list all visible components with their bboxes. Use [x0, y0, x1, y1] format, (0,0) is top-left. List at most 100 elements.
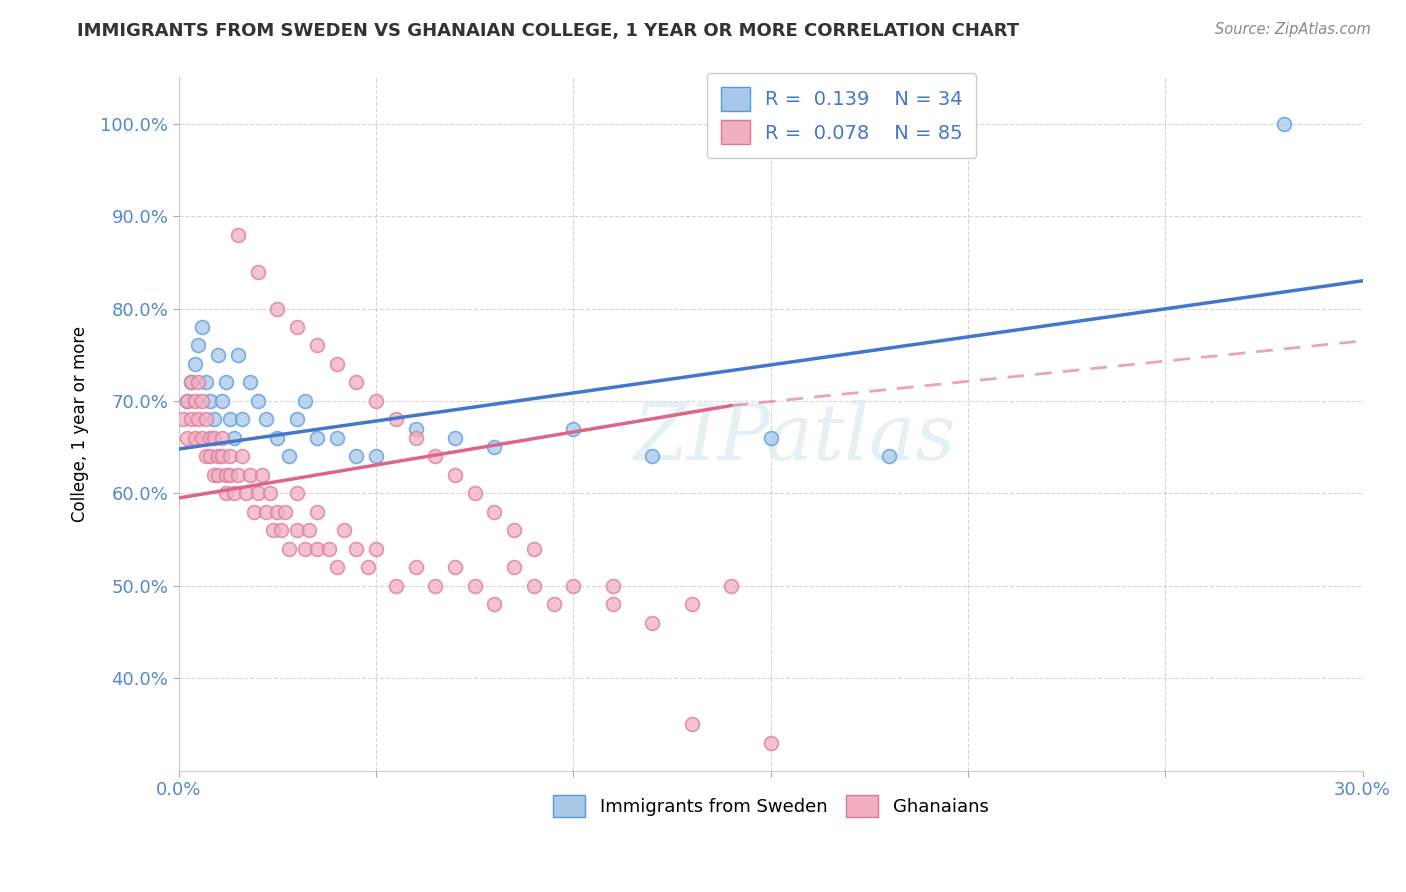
Point [523, 541, 546, 556]
Point [270, 524, 292, 538]
Point [195, 450, 218, 464]
Point [202, 431, 225, 445]
Point [464, 486, 486, 500]
Point [305, 338, 328, 352]
Point [318, 541, 340, 556]
Point [222, 431, 245, 445]
Point [246, 486, 269, 500]
Point [298, 524, 321, 538]
Point [207, 348, 229, 362]
Point [207, 450, 229, 464]
Point [180, 376, 202, 390]
Point [285, 486, 308, 500]
Point [219, 467, 242, 482]
Point [176, 394, 198, 409]
Point [242, 505, 264, 519]
Point [523, 579, 546, 593]
Point [484, 597, 506, 611]
Point [215, 376, 238, 390]
Point [562, 422, 585, 436]
Point [681, 597, 703, 611]
Point [305, 541, 328, 556]
Point [180, 412, 202, 426]
Text: IMMIGRANTS FROM SWEDEN VS GHANAIAN COLLEGE, 1 YEAR OR MORE CORRELATION CHART: IMMIGRANTS FROM SWEDEN VS GHANAIAN COLLE… [77, 22, 1019, 40]
Legend: Immigrants from Sweden, Ghanaians: Immigrants from Sweden, Ghanaians [546, 788, 995, 824]
Point [720, 579, 742, 593]
Point [200, 431, 222, 445]
Point [191, 320, 214, 334]
Point [285, 524, 308, 538]
Point [364, 450, 387, 464]
Point [357, 560, 380, 574]
Point [191, 431, 214, 445]
Point [325, 357, 347, 371]
Point [254, 412, 277, 426]
Point [187, 338, 209, 352]
Text: Source: ZipAtlas.com: Source: ZipAtlas.com [1215, 22, 1371, 37]
Point [285, 412, 308, 426]
Point [274, 505, 297, 519]
Point [219, 412, 242, 426]
Point [183, 357, 205, 371]
Point [405, 560, 427, 574]
Point [211, 450, 233, 464]
Point [294, 541, 316, 556]
Point [191, 394, 214, 409]
Point [285, 320, 308, 334]
Point [202, 412, 225, 426]
Point [333, 524, 356, 538]
Point [1272, 117, 1295, 131]
Point [231, 412, 253, 426]
Point [425, 450, 447, 464]
Point [641, 615, 664, 630]
Point [278, 541, 301, 556]
Point [602, 597, 624, 611]
Point [444, 467, 467, 482]
Point [246, 394, 269, 409]
Point [254, 505, 277, 519]
Point [325, 431, 347, 445]
Text: ZIPatlas: ZIPatlas [633, 400, 956, 476]
Point [877, 450, 900, 464]
Point [219, 450, 242, 464]
Point [425, 579, 447, 593]
Point [235, 486, 257, 500]
Point [641, 450, 664, 464]
Point [215, 486, 238, 500]
Point [344, 541, 367, 556]
Point [759, 431, 782, 445]
Point [200, 450, 222, 464]
Y-axis label: College, 1 year or more: College, 1 year or more [72, 326, 89, 522]
Point [305, 505, 328, 519]
Point [602, 579, 624, 593]
Point [195, 412, 218, 426]
Point [226, 348, 249, 362]
Point [207, 467, 229, 482]
Point [305, 431, 328, 445]
Point [187, 412, 209, 426]
Point [294, 394, 316, 409]
Point [200, 394, 222, 409]
Point [562, 579, 585, 593]
Point [325, 560, 347, 574]
Point [226, 467, 249, 482]
Point [180, 376, 202, 390]
Point [222, 486, 245, 500]
Point [344, 376, 367, 390]
Point [484, 505, 506, 519]
Point [266, 301, 288, 316]
Point [266, 505, 288, 519]
Point [211, 431, 233, 445]
Point [195, 376, 218, 390]
Point [681, 717, 703, 731]
Point [503, 524, 526, 538]
Point [364, 541, 387, 556]
Point [278, 450, 301, 464]
Point [444, 560, 467, 574]
Point [385, 412, 408, 426]
Point [405, 431, 427, 445]
Point [183, 431, 205, 445]
Point [176, 394, 198, 409]
Point [239, 376, 262, 390]
Point [176, 431, 198, 445]
